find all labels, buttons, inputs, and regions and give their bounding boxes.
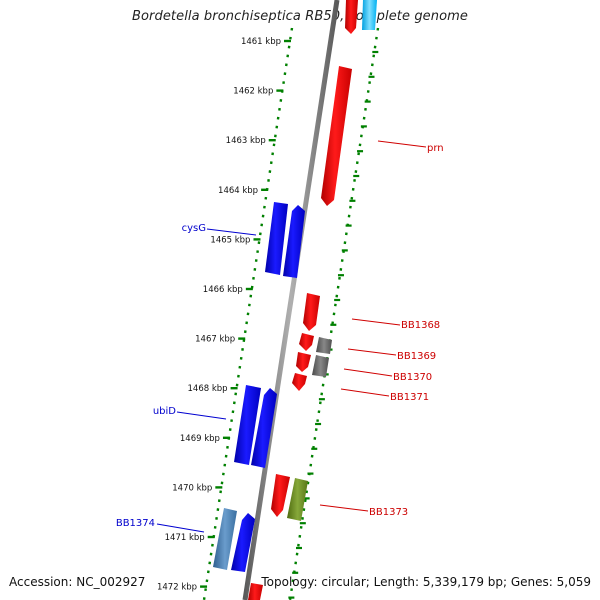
- gene-label-BB1368[interactable]: BB1368: [401, 320, 440, 331]
- gene-label-BB1373[interactable]: BB1373: [369, 507, 408, 518]
- gene-BB1368: [303, 293, 320, 331]
- scale-label: 1469 kbp: [180, 434, 220, 444]
- gene-ubiD-2: [251, 388, 277, 468]
- scale-track-left: [202, 27, 294, 600]
- gene-BB1370-grey: [312, 355, 329, 377]
- gene-BB1371: [292, 373, 307, 391]
- gene-ubiD-1: [234, 385, 261, 465]
- scale-label: 1465 kbp: [210, 235, 250, 245]
- scale-label: 1462 kbp: [233, 87, 273, 97]
- gene-BB1373-olive: [287, 478, 308, 521]
- scale-label: 1467 kbp: [195, 335, 235, 345]
- gene-top-red: [345, 0, 358, 34]
- scale-track-right: [288, 27, 380, 600]
- label-connectors: [156, 140, 427, 533]
- scale-label: 1472 kbp: [157, 583, 197, 593]
- gene-BB1369-grey: [316, 337, 332, 354]
- gene-cysG-2: [283, 205, 305, 278]
- accession-text: Accession: NC_002927: [9, 575, 146, 589]
- scale-label: 1470 kbp: [172, 483, 212, 493]
- gene-label-BB1370[interactable]: BB1370: [393, 372, 432, 383]
- gene-labels: prn cysG BB1368 BB1369 BB1370 BB1371 ubi…: [116, 143, 444, 529]
- gene-features: [213, 0, 377, 600]
- gene-label-BB1374[interactable]: BB1374: [116, 518, 155, 529]
- gene-BB1369-red: [299, 333, 314, 351]
- gene-label-ubiD[interactable]: ubiD: [153, 406, 176, 417]
- scale-label: 1471 kbp: [165, 533, 205, 543]
- gene-label-cysG[interactable]: cysG: [182, 223, 206, 234]
- scale-ticks: [200, 39, 379, 599]
- gene-BB1374-steel: [213, 508, 237, 570]
- scale-labels: 1461 kbp 1462 kbp 1463 kbp 1464 kbp 1465 kbp…: [157, 37, 281, 593]
- gene-label-BB1371[interactable]: BB1371: [390, 392, 429, 403]
- genome-backbone: [242, 0, 340, 600]
- scale-label: 1463 kbp: [226, 136, 266, 146]
- scale-label: 1466 kbp: [203, 285, 243, 295]
- scale-label: 1464 kbp: [218, 186, 258, 196]
- gene-prn: [321, 66, 352, 206]
- gene-label-prn[interactable]: prn: [427, 143, 444, 154]
- map-title: Bordetella bronchiseptica RB50, complete…: [131, 9, 469, 24]
- scale-label: 1468 kbp: [188, 384, 228, 394]
- gene-label-BB1369[interactable]: BB1369: [397, 351, 436, 362]
- gene-cysG-1: [265, 202, 288, 275]
- gene-top-cyan: [362, 0, 377, 30]
- gene-BB1370-red: [296, 352, 311, 372]
- scale-label: 1461 kbp: [241, 37, 281, 47]
- genome-summary-text: Topology: circular; Length: 5,339,179 bp…: [261, 575, 591, 589]
- gene-bottom-red: [248, 583, 263, 600]
- gene-BB1374-blue: [231, 513, 255, 572]
- gene-BB1373-red: [271, 474, 290, 517]
